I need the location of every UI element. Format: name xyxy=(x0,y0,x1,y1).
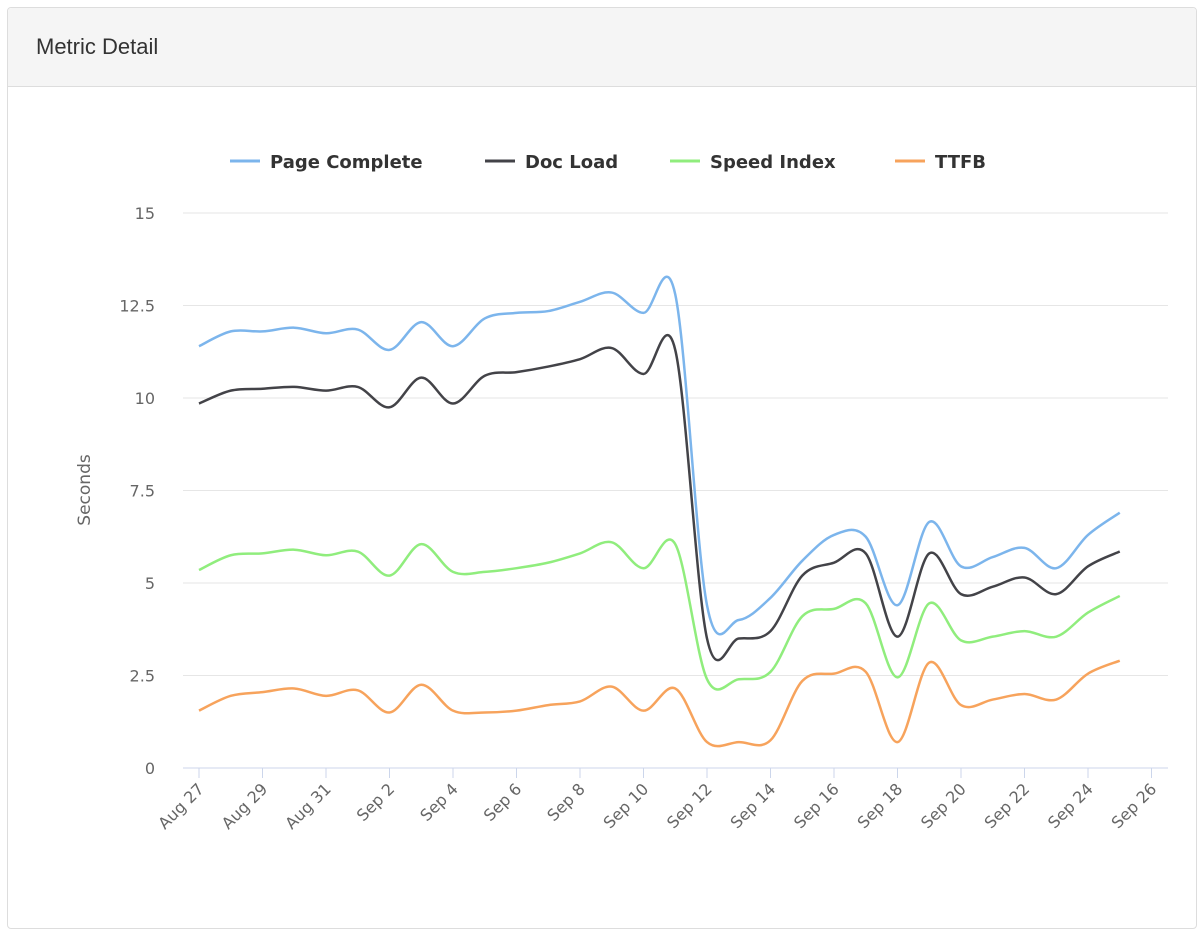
x-tick-label: Sep 10 xyxy=(600,779,653,832)
panel-title: Metric Detail xyxy=(36,34,159,59)
legend-item-speed-index[interactable]: Speed Index xyxy=(670,152,836,173)
y-tick-label: 15 xyxy=(135,204,155,223)
y-tick-label: 12.5 xyxy=(119,297,155,316)
legend-item-ttfb[interactable]: TTFB xyxy=(895,152,986,173)
x-tick-label: Sep 18 xyxy=(854,779,907,832)
metric-line-chart: 0 2.5 5 7.5 10 12.5 15 Aug 27 Aug 29 Aug 31 Sep 2 S… xyxy=(75,152,1168,833)
x-tick-label: Sep 24 xyxy=(1044,779,1097,832)
y-axis-label: Seconds xyxy=(75,454,95,526)
y-tick-label: 0 xyxy=(145,759,155,778)
legend-label: TTFB xyxy=(935,152,986,173)
series-line-doc-load xyxy=(198,333,1121,662)
y-tick-label: 7.5 xyxy=(130,482,155,501)
x-tick-label: Sep 6 xyxy=(480,779,526,825)
x-tick-label: Sep 14 xyxy=(727,779,780,832)
x-tick-label: Sep 12 xyxy=(663,779,716,832)
x-tick-label: Sep 8 xyxy=(543,779,589,825)
y-tick-label: 5 xyxy=(145,574,155,593)
legend-item-doc-load[interactable]: Doc Load xyxy=(485,152,618,173)
series-line-ttfb xyxy=(198,659,1121,748)
legend-label: Page Complete xyxy=(270,152,423,173)
series-line-page-complete xyxy=(198,275,1121,636)
x-tick-label: Sep 22 xyxy=(981,779,1034,832)
x-tick-label: Sep 2 xyxy=(353,779,399,825)
x-tick-label: Sep 26 xyxy=(1108,779,1161,832)
legend-label: Speed Index xyxy=(710,152,836,173)
y-tick-label: 2.5 xyxy=(130,667,155,686)
y-tick-label: 10 xyxy=(135,389,155,408)
series-line-speed-index xyxy=(198,538,1121,691)
panel-header: Metric Detail xyxy=(8,8,1196,87)
metric-detail-panel: Metric Detail xyxy=(7,7,1197,929)
x-tick-label: Sep 20 xyxy=(917,779,970,832)
x-tick-label: Aug 29 xyxy=(218,779,272,833)
x-tick-label: Aug 31 xyxy=(281,779,335,833)
x-tick-label: Sep 16 xyxy=(790,779,843,832)
x-tick-label: Sep 4 xyxy=(416,779,462,825)
x-tick-label: Aug 27 xyxy=(154,779,208,833)
legend-label: Doc Load xyxy=(525,152,618,173)
legend-item-page-complete[interactable]: Page Complete xyxy=(230,152,423,173)
